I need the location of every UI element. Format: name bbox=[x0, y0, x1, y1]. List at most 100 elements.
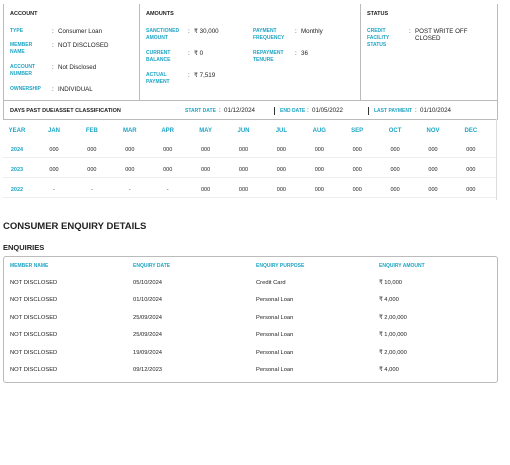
dpd-cell: 000 bbox=[466, 187, 476, 193]
dpd-cell: 000 bbox=[49, 167, 59, 173]
enquiry-cell: Personal Loan bbox=[256, 332, 294, 339]
enquiry-cell: NOT DISCLOSED bbox=[10, 367, 58, 373]
dpd-cell: 000 bbox=[352, 167, 362, 173]
dpd-cell: - bbox=[53, 187, 55, 193]
year: 2024 bbox=[10, 147, 24, 153]
column-header: DEC bbox=[464, 128, 478, 134]
dpd-cell: 000 bbox=[314, 147, 324, 153]
column-header: MAR bbox=[122, 128, 137, 134]
enquiry-cell: Personal Loan bbox=[256, 314, 294, 321]
dpd-cell: 000 bbox=[314, 167, 324, 173]
column-header: AUG bbox=[312, 128, 326, 134]
date-value: 01/10/2024 bbox=[420, 107, 451, 114]
field-value: ₹ 0 bbox=[194, 50, 204, 57]
separator: : bbox=[409, 28, 411, 35]
dpd-cell: - bbox=[90, 187, 93, 193]
enquiry-cell: 25/09/2024 bbox=[133, 332, 163, 339]
dpd-cell: 000 bbox=[201, 187, 211, 193]
field-label: SANCTIONED AMOUNT bbox=[146, 28, 180, 41]
field-value: Consumer Loan bbox=[58, 28, 103, 35]
column-header: JAN bbox=[47, 128, 60, 134]
dpd-cell: 000 bbox=[276, 167, 286, 173]
field-label: CREDIT FACILITY STATUS bbox=[367, 28, 390, 48]
date-label: END DATE bbox=[280, 108, 306, 114]
enquiry-cell: ₹ 4,000 bbox=[379, 367, 399, 373]
enquiry-cell: ₹ 2,00,000 bbox=[379, 349, 407, 356]
field-label: MEMBER NAME bbox=[10, 42, 33, 55]
dpd-cell: 000 bbox=[466, 147, 476, 153]
separator: : bbox=[415, 107, 417, 114]
dpd-cell: 000 bbox=[276, 147, 286, 153]
dpd-cell: 000 bbox=[314, 187, 324, 193]
dpd-cell: 000 bbox=[390, 167, 400, 173]
section-title: AMOUNTS bbox=[146, 11, 174, 17]
dpd-cell: - bbox=[166, 187, 169, 193]
table-border bbox=[496, 119, 497, 200]
enquiry-cell: Personal Loan bbox=[256, 349, 294, 356]
dpd-cell: 000 bbox=[201, 147, 211, 153]
dpd-cell: 000 bbox=[163, 167, 173, 173]
enquiry-cell: 09/12/2023 bbox=[133, 367, 163, 373]
enquiry-cell: Personal Loan bbox=[256, 297, 294, 304]
enquiry-cell: ₹ 4,000 bbox=[379, 297, 399, 304]
column-header: APR bbox=[161, 128, 175, 134]
field-value: 36 bbox=[301, 50, 308, 57]
enquiry-cell: 05/10/2024 bbox=[133, 280, 163, 286]
dpd-cell: 000 bbox=[466, 167, 476, 173]
dpd-cell: 000 bbox=[49, 147, 59, 153]
row-line bbox=[3, 157, 496, 158]
field-label: TYPE bbox=[10, 28, 24, 34]
field-label: CURRENT BALANCE bbox=[146, 50, 171, 63]
dpd-cell: 000 bbox=[238, 167, 249, 173]
dpd-cell: 000 bbox=[163, 147, 173, 153]
enquiry-cell: Personal Loan bbox=[256, 367, 294, 373]
dpd-cell: 000 bbox=[390, 147, 400, 153]
divider bbox=[139, 4, 140, 100]
field-value: Not Disclosed bbox=[58, 64, 97, 71]
enquiry-cell: Credit Card bbox=[256, 280, 286, 286]
enquiry-cell: 01/10/2024 bbox=[133, 297, 163, 304]
field-value: Monthly bbox=[301, 28, 323, 35]
separator: : bbox=[52, 42, 54, 49]
column-header: JUN bbox=[237, 128, 250, 134]
column-header: ENQUIRY PURPOSE bbox=[256, 263, 305, 269]
dpd-cell: 000 bbox=[201, 167, 211, 173]
dpd-cell: 000 bbox=[428, 187, 438, 193]
column-header: OCT bbox=[388, 128, 402, 134]
section-title: ACCOUNT bbox=[10, 11, 38, 17]
column-header: ENQUIRY AMOUNT bbox=[379, 263, 425, 269]
field-value: ₹ 30,000 bbox=[194, 28, 219, 35]
column-header: ENQUIRY DATE bbox=[133, 263, 171, 269]
dpd-cell: 000 bbox=[125, 167, 135, 173]
enquiry-cell: 25/09/2024 bbox=[133, 314, 163, 321]
column-header: FEB bbox=[85, 128, 98, 134]
field-label: ACCOUNT NUMBER bbox=[10, 64, 35, 77]
dpd-cell: 000 bbox=[87, 147, 97, 153]
divider bbox=[3, 100, 497, 101]
separator: : bbox=[295, 28, 297, 35]
column-header: MAY bbox=[199, 128, 212, 134]
dpd-cell: 000 bbox=[238, 187, 249, 193]
dpd-cell: 000 bbox=[352, 147, 362, 153]
row-line bbox=[3, 177, 496, 178]
year: 2023 bbox=[10, 167, 24, 173]
dpd-cell: 000 bbox=[125, 147, 135, 153]
enquiry-cell: NOT DISCLOSED bbox=[10, 297, 58, 304]
date-value: 01/12/2024 bbox=[224, 107, 255, 114]
field-label: REPAYMENT TENURE bbox=[253, 50, 284, 63]
column-header: MEMBER NAME bbox=[10, 263, 49, 269]
field-value: NOT DISCLOSED bbox=[58, 42, 109, 49]
field-value: ₹ 7,519 bbox=[194, 72, 216, 79]
dpd-cell: 000 bbox=[87, 167, 97, 173]
enquiry-cell: NOT DISCLOSED bbox=[10, 280, 58, 286]
date-value: 01/05/2022 bbox=[312, 107, 343, 114]
separator: : bbox=[188, 72, 190, 79]
account-box bbox=[3, 4, 498, 120]
column-header: YEAR bbox=[8, 128, 26, 134]
field-label: OWNERSHIP bbox=[10, 86, 41, 92]
enquiry-box bbox=[3, 256, 498, 383]
enquiry-cell: NOT DISCLOSED bbox=[10, 314, 58, 321]
dpd-cell: 000 bbox=[390, 187, 400, 193]
row-line bbox=[3, 197, 496, 198]
date-label: START DATE bbox=[185, 108, 216, 114]
